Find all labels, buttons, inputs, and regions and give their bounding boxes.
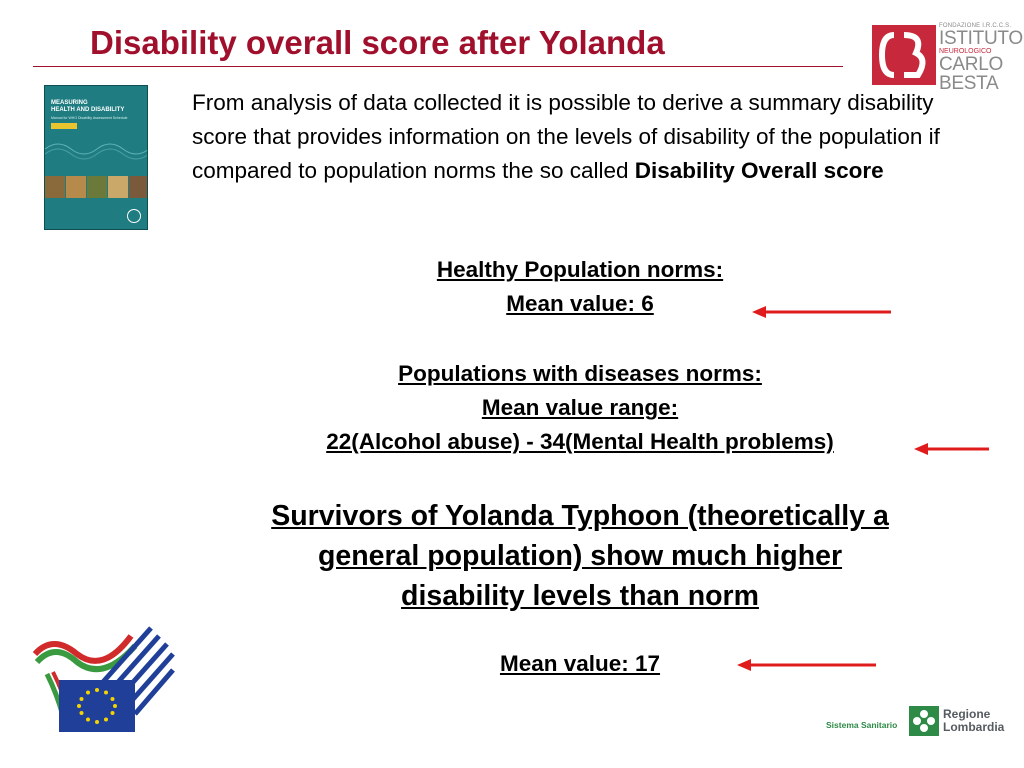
diseases-range-label: Mean value range: — [481, 395, 679, 420]
intro-bold-term: Disability Overall score — [634, 158, 884, 183]
besta-istituto: ISTITUTO — [939, 28, 1023, 49]
arrow-left-icon — [737, 659, 876, 671]
besta-name: BESTA — [939, 73, 999, 94]
intro-paragraph: From analysis of data collected it is po… — [192, 86, 972, 188]
book-cover-image: MEASURING HEALTH AND DISABILITY Manual f… — [44, 85, 148, 230]
book-title-line-1: MEASURING — [51, 100, 88, 106]
result-mean: Mean value: 17 — [499, 651, 661, 676]
besta-foundation-label: FONDAZIONE I.R.C.C.S. — [939, 23, 1012, 29]
lombardia-rose-icon — [909, 706, 939, 736]
lombardia-name: Lombardia — [943, 720, 1005, 734]
sistema-sanitario-label: Sistema Sanitario — [826, 720, 898, 730]
survivors-line-1: Survivors of Yolanda Typhoon (theoretica… — [271, 500, 889, 532]
intro-text: From analysis of data collected it is po… — [192, 90, 940, 183]
book-tag — [51, 123, 77, 129]
regione-lombardia-logo: Sistema Sanitario Regione Lombardia — [826, 706, 1016, 738]
survivors-line-2: general population) show much higher — [317, 540, 843, 572]
besta-neurologico: NEUROLOGICO — [939, 48, 992, 55]
arrow-left-icon — [752, 306, 891, 318]
diseases-range: 22(Alcohol abuse) - 34(Mental Health pro… — [326, 429, 834, 454]
slide-title: Disability overall score after Yolanda — [90, 24, 665, 61]
besta-logo: FONDAZIONE I.R.C.C.S. ISTITUTO NEUROLOGI… — [872, 22, 1023, 93]
healthy-mean: Mean value: 6 — [506, 291, 654, 316]
diseases-heading: Populations with diseases norms: — [398, 361, 762, 386]
book-title: MEASURING HEALTH AND DISABILITY — [51, 100, 124, 114]
book-title-line-2: HEALTH AND DISABILITY — [51, 106, 125, 113]
eu-project-logo — [33, 626, 175, 732]
book-photo-strip — [45, 176, 147, 198]
arrow-left-icon — [914, 443, 989, 455]
survivors-line-3: disability levels than norm — [401, 580, 759, 612]
book-subtitle: Manual for WHO Disability Assessment Sch… — [51, 116, 128, 120]
lombardia-regione: Regione — [943, 707, 991, 721]
who-emblem-icon — [127, 209, 141, 223]
book-wave-pattern — [45, 143, 147, 160]
besta-carlo: CARLO — [939, 54, 1003, 75]
besta-logo-mark — [872, 25, 936, 85]
healthy-heading: Healthy Population norms: — [436, 257, 724, 282]
title-underline — [33, 66, 843, 67]
